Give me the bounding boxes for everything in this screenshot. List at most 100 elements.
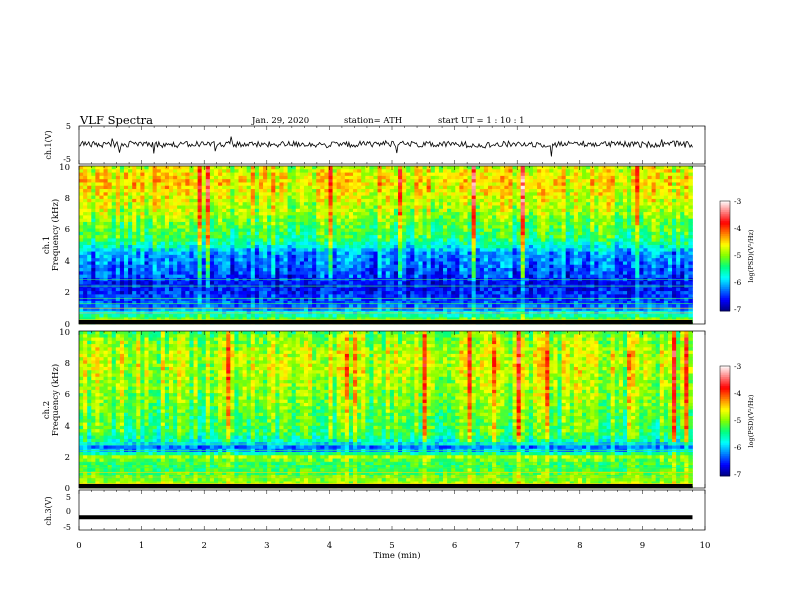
spectrogram-cell: [577, 215, 583, 220]
spectrogram-cell: [434, 169, 440, 173]
spectrogram-cell: [602, 175, 607, 180]
spectrogram-cell: [283, 192, 288, 197]
spectrogram-cell: [426, 218, 432, 223]
spectrogram-cell: [242, 261, 248, 266]
spectrogram-cell: [295, 212, 301, 216]
spectrogram-cell: [205, 228, 211, 233]
spectrogram-cell: [164, 268, 170, 272]
spectrogram-cell: [164, 185, 170, 190]
spectrogram-cell: [651, 261, 657, 266]
spectrogram-cell: [492, 192, 497, 197]
spectrogram-cell: [582, 268, 587, 272]
spectrogram-cell: [487, 212, 493, 216]
spectrogram-cell: [365, 202, 370, 206]
spectrogram-cell: [672, 185, 677, 190]
spectrogram-cell: [287, 166, 293, 170]
spectrogram-cell: [443, 198, 448, 203]
spectrogram-cell: [328, 198, 333, 203]
spectrogram-cell: [512, 248, 518, 252]
spectrogram-cell: [393, 248, 399, 252]
spectrogram-cell: [353, 205, 358, 210]
spectrogram-cell: [402, 261, 407, 266]
spectrogram-cell: [218, 215, 223, 220]
spectrogram-cell: [308, 192, 313, 197]
spectrogram-cell: [508, 245, 513, 249]
spectrogram-cell: [647, 175, 652, 180]
spectrogram-cell: [234, 241, 239, 246]
spectrogram-cell: [291, 258, 297, 262]
spectrogram-cell: [111, 212, 117, 216]
spectrogram-cell: [606, 258, 612, 262]
spectrogram-cell: [496, 264, 501, 269]
spectrogram-cell: [528, 254, 534, 259]
spectrogram-cell: [316, 166, 321, 170]
spectrogram-cell: [663, 268, 669, 272]
spectrogram-cell: [299, 258, 305, 262]
spectrogram-cell: [148, 202, 154, 206]
spectrogram-cell: [655, 192, 661, 197]
spectrogram-cell: [663, 195, 669, 200]
spectrogram-cell: [357, 212, 362, 216]
spectrogram-cell: [434, 215, 440, 220]
spectrogram-cell: [528, 179, 534, 183]
spectrogram-cell: [336, 182, 342, 187]
spectrogram-cell: [516, 231, 522, 236]
spectrogram-cell: [467, 245, 473, 249]
spectrogram-cell: [193, 221, 199, 226]
spectrogram-cell: [430, 192, 436, 197]
spectrogram-cell: [79, 271, 84, 276]
spectrogram-cell: [610, 179, 616, 183]
spectrogram-cell: [528, 225, 534, 229]
spectrogram-cell: [659, 264, 665, 269]
spectrogram-cell: [226, 238, 231, 243]
spectrogram-cell: [516, 189, 522, 193]
spectrogram-cell: [520, 185, 526, 190]
spectrogram-cell: [312, 238, 317, 243]
spectrogram-cell: [402, 215, 407, 220]
spectrogram-cell: [516, 212, 522, 216]
spectrogram-cell: [504, 218, 509, 223]
spectrogram-cell: [545, 235, 550, 239]
spectrogram-cell: [299, 202, 305, 206]
spectrogram-cell: [177, 231, 182, 236]
spectrogram-cell: [532, 235, 538, 239]
spectrogram-cell: [676, 228, 681, 233]
spectrogram-cell: [168, 198, 174, 203]
spectrogram-cell: [181, 245, 186, 249]
spectrogram-cell: [487, 258, 493, 262]
spectrogram-cell: [197, 215, 203, 220]
spectrogram-cell: [459, 202, 464, 206]
spectrogram-cell: [160, 235, 166, 239]
spectrogram-cell: [254, 258, 260, 262]
spectrogram-cell: [79, 228, 84, 233]
spectrogram-cell: [492, 251, 497, 256]
spectrogram-cell: [308, 218, 313, 223]
spectrogram-cell: [496, 195, 501, 200]
spectrogram-cell: [353, 261, 358, 266]
spectrogram-cell: [410, 192, 415, 197]
spectrogram-cell: [537, 254, 542, 259]
spectrogram-cell: [541, 182, 546, 187]
spectrogram-cell: [414, 205, 419, 210]
spectrogram-cell: [308, 251, 313, 256]
spectrogram-cell: [222, 215, 227, 220]
spectrogram-cell: [541, 231, 546, 236]
spectrogram-cell: [185, 241, 190, 246]
spectrogram-cell: [537, 235, 542, 239]
spectrogram-cell: [222, 241, 227, 246]
spectrogram-cell: [348, 264, 354, 269]
spectrogram-cell: [328, 172, 333, 177]
spectrogram-cell: [344, 264, 350, 269]
spectrogram-cell: [328, 205, 333, 210]
spectrogram-cell: [361, 271, 366, 276]
spectrogram-cell: [381, 192, 387, 197]
spectrogram-cell: [622, 208, 628, 213]
spectrogram-cell: [320, 228, 325, 233]
spectrogram-cell: [189, 215, 194, 220]
spectrogram-cell: [606, 245, 612, 249]
spectrogram-cell: [418, 195, 423, 200]
spectrogram-cell: [115, 248, 121, 252]
spectrogram-cell: [226, 192, 231, 197]
spectrogram-cell: [467, 251, 473, 256]
spectrogram-cell: [496, 221, 501, 226]
